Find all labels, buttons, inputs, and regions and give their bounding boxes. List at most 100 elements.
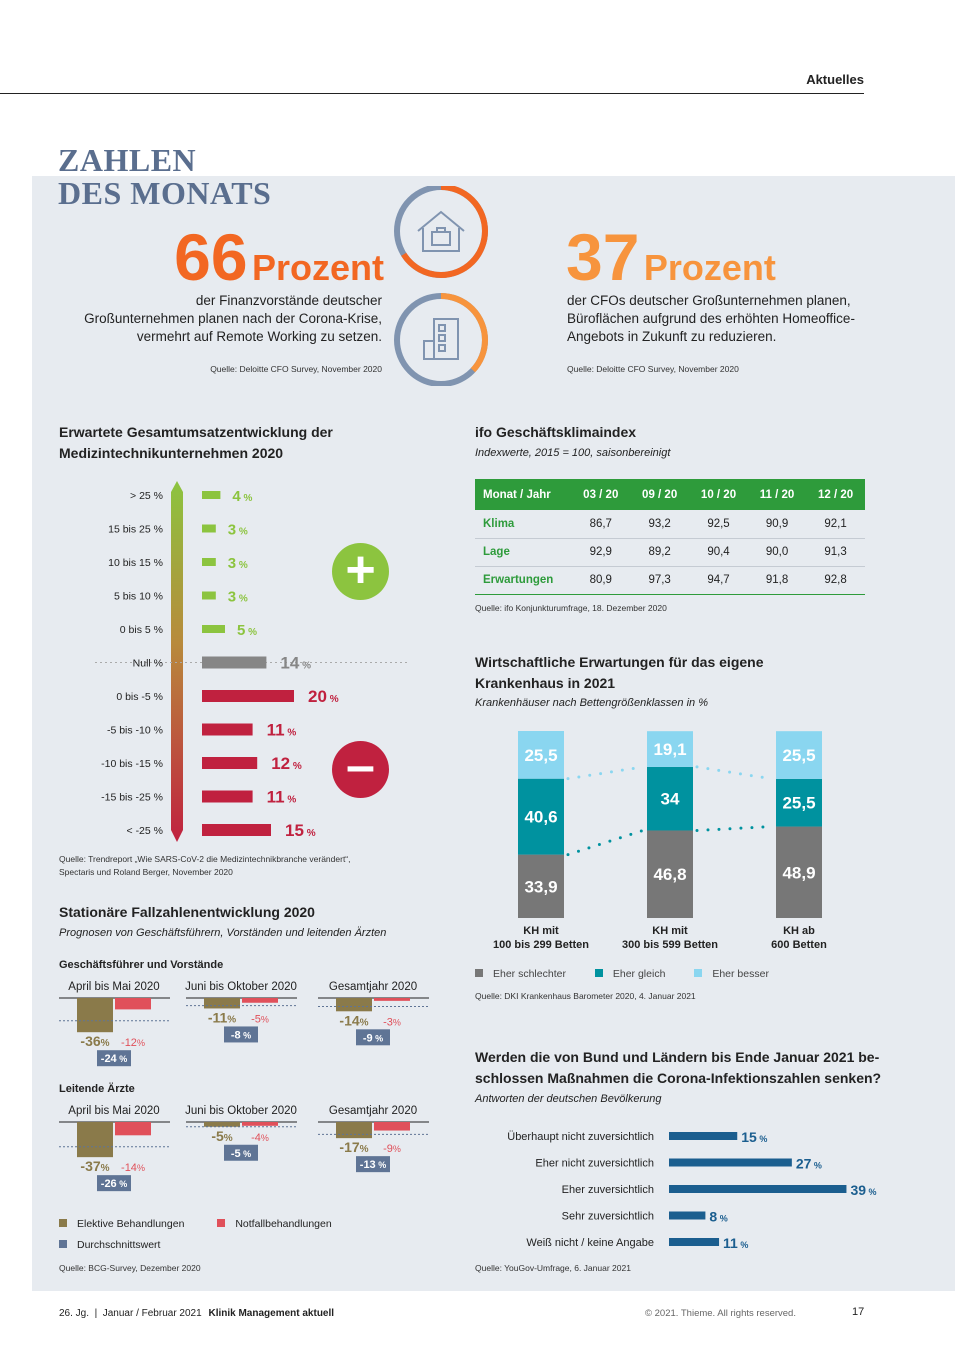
umsatz-category-label: 10 bis 15 % [108, 557, 163, 569]
legend-swatch-schlechter [475, 969, 483, 977]
kh-connector [695, 765, 774, 781]
umsatz-category-label: > 25 % [130, 490, 163, 502]
ifo-cell: 93,2 [630, 510, 690, 539]
fall-value-notfall: -5% [251, 1013, 269, 1025]
fall-bar-notfall [374, 998, 410, 1001]
corona-value-label: 39 % [850, 1182, 876, 1198]
kh-connector [566, 765, 645, 781]
kh-category-line-1: KH ab [783, 925, 815, 937]
ifo-sub: Indexwerte, 2015 = 100, saisonbereinigt [475, 447, 671, 459]
kh-segment [518, 778, 564, 855]
stat-66-number: 66 [174, 220, 248, 294]
stat-66-text-1: der Finanzvorstände deutscher [195, 293, 382, 308]
umsatz-heading: Erwartete Gesamtumsatzentwicklung der Me… [59, 422, 333, 464]
minus-badge: – [332, 740, 389, 798]
legend-notfall: Notfallbehandlungen [235, 1218, 332, 1230]
kh-value-label: 33,9 [524, 877, 557, 896]
corona-value-label: 8 % [709, 1209, 727, 1225]
kh-value-label: 48,9 [782, 863, 815, 882]
legend-gleich: Eher gleich [612, 968, 666, 980]
kh-legend: Eher schlechter Eher gleich Eher besser [475, 968, 769, 980]
umsatz-bar [202, 790, 253, 803]
kh-segment [647, 731, 693, 767]
ifo-cell: 92,8 [806, 566, 865, 595]
umsatz-source-2: Spectaris und Roland Berger, November 20… [59, 867, 233, 877]
ifo-cell: 92,5 [689, 510, 748, 539]
gradient-arrow [171, 481, 183, 842]
donut-2-arc [394, 293, 488, 386]
kh-segment [518, 731, 564, 779]
kh-category-line-1: KH mit [652, 925, 688, 937]
umsatz-value-label: 12 % [271, 754, 302, 773]
fall-bar-notfall [242, 1122, 278, 1126]
title-line-1: ZAHLEN [58, 142, 197, 178]
plus-badge: + [332, 543, 389, 600]
kh-value-label: 25,5 [782, 794, 815, 813]
footer-left: 26. Jg. | Januar / Februar 2021 Klinik M… [59, 1308, 334, 1319]
umsatz-value-label: 4 % [232, 488, 252, 505]
fall-bar-elektiv [204, 1122, 240, 1127]
ifo-cell: 80,9 [571, 566, 631, 595]
ifo-header-cell: 03 / 20 [571, 479, 631, 510]
umsatz-value-label: 14 % [280, 654, 311, 673]
fall-avg-badge [224, 1144, 258, 1161]
header-rule [0, 93, 864, 94]
kh-category-line-2: 300 bis 599 Betten [622, 939, 718, 951]
kh-category-line-1: KH mit [523, 925, 559, 937]
ifo-heading: ifo Geschäftsklimaindex [475, 424, 637, 440]
kh-segment [647, 766, 693, 831]
fall-value-elektiv: -17% [339, 1139, 368, 1155]
legend-durchschnitt: Durchschnittswert [77, 1239, 161, 1251]
umsatz-category-label: Null % [133, 658, 163, 670]
kh-segment [776, 778, 822, 827]
fall-value-avg: -13 % [360, 1159, 386, 1171]
corona-category-label: Sehr zuversichtlich [562, 1211, 654, 1223]
legend-swatch-elektiv [59, 1219, 67, 1227]
legend-swatch-notfall [217, 1219, 226, 1227]
legend-swatch-avg [59, 1240, 67, 1248]
kh-value-label: 25,5 [524, 746, 557, 765]
legend-besser: Eher besser [712, 968, 769, 980]
umsatz-bar [202, 723, 253, 736]
ifo-cell: Lage [475, 538, 572, 567]
ifo-header-row: Monat / Jahr 03 / 20 09 / 20 10 / 20 11 / 20… [475, 479, 865, 510]
umsatz-bar [202, 591, 216, 600]
stat-66-unit: Prozent [251, 247, 384, 288]
umsatz-bar [202, 656, 267, 669]
legend-schlechter: Eher schlechter [493, 968, 566, 980]
ifo-cell: 89,2 [630, 538, 690, 567]
umsatz-source-1: Quelle: Trendreport „Wie SARS-CoV-2 die … [59, 854, 351, 864]
umsatz-category-label: -10 bis -15 % [101, 758, 163, 770]
ifo-source: Quelle: ifo Konjunkturumfrage, 18. Dezem… [475, 603, 667, 613]
umsatz-value-label: 3 % [228, 589, 248, 606]
donut-graphics [394, 186, 488, 386]
kh-connector [566, 828, 645, 857]
ifo-row: Erwartungen 80,9 97,3 94,7 91,8 92,8 [475, 566, 865, 595]
fall-bar-notfall [242, 998, 278, 1003]
fall-avg-badge [224, 1026, 258, 1043]
fall-value-notfall: -14% [121, 1162, 145, 1174]
fall-source: Quelle: BCG-Survey, Dezember 2020 [59, 1263, 201, 1273]
corona-value-label: 15 % [741, 1129, 767, 1145]
corona-value-label: 27 % [796, 1156, 822, 1172]
corona-category-label: Weiß nicht / keine Angabe [526, 1237, 654, 1249]
ifo-header-cell: Monat / Jahr [475, 479, 572, 510]
fall-bar-elektiv [336, 998, 372, 1012]
umsatz-category-label: -15 bis -25 % [101, 792, 163, 804]
corona-sub: Antworten der deutschen Bevölkerung [475, 1093, 662, 1105]
umsatz-category-label: 15 bis 25 % [108, 524, 163, 536]
ifo-cell: 90,4 [689, 538, 748, 567]
ifo-cell: 97,3 [630, 566, 690, 595]
stat-37-unit: Prozent [643, 247, 776, 288]
footer-issue: 26. Jg. | Januar / Februar 2021 [59, 1308, 202, 1319]
fall-value-avg: -9 % [363, 1032, 383, 1044]
fall-bar-elektiv [77, 998, 113, 1033]
fall-value-elektiv: -37% [80, 1158, 109, 1174]
corona-heading: Werden die von Bund und Ländern bis Ende… [475, 1047, 881, 1089]
umsatz-source: Quelle: Trendreport „Wie SARS-CoV-2 die … [59, 853, 351, 879]
corona-bar [669, 1132, 738, 1140]
fall-value-avg: -8 % [231, 1029, 251, 1041]
fall-avg-badge [97, 1050, 131, 1067]
ifo-table: Monat / Jahr 03 / 20 09 / 20 10 / 20 11 / 20… [475, 479, 865, 595]
ifo-header-cell: 10 / 20 [689, 479, 748, 510]
